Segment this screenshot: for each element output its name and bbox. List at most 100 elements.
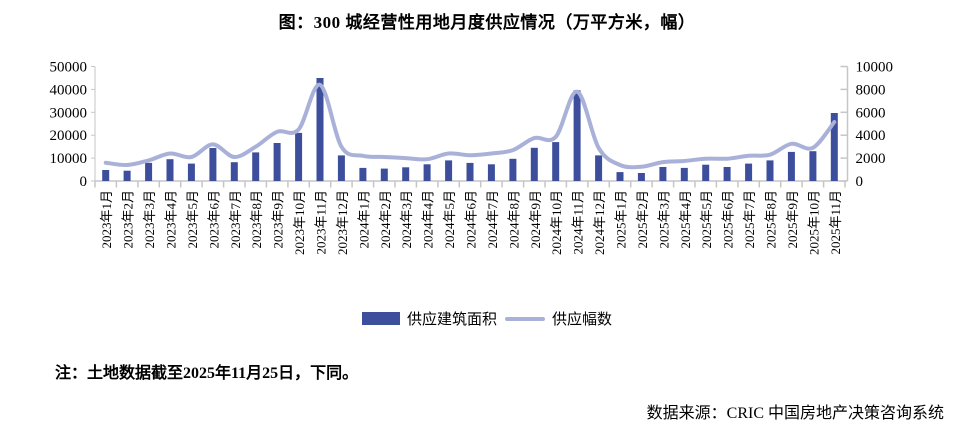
bar <box>252 152 260 181</box>
line-series-swatch <box>505 316 545 321</box>
category-label: 2025年11月 <box>828 190 843 255</box>
bar <box>809 151 817 181</box>
bar <box>380 168 388 181</box>
bar <box>123 170 131 181</box>
bar <box>187 163 195 181</box>
right-axis-tick-label: 8000 <box>856 82 886 98</box>
category-label: 2025年7月 <box>742 190 757 249</box>
category-label: 2024年9月 <box>528 190 543 249</box>
right-axis-tick-label: 10000 <box>856 60 894 76</box>
left-axis-tick-label: 50000 <box>50 60 88 76</box>
category-label: 2023年11月 <box>314 190 329 255</box>
category-label: 2023年1月 <box>99 190 114 249</box>
bar <box>659 167 667 181</box>
bar <box>595 155 603 181</box>
right-axis-tick-label: 2000 <box>856 151 886 167</box>
category-label: 2024年4月 <box>421 190 436 249</box>
bar-series-swatch <box>361 312 400 325</box>
category-labels: 2023年1月 2023年2月 2023年3月 2023年4月 2023年5月 2023年… <box>99 190 843 255</box>
category-label: 2025年4月 <box>678 190 693 249</box>
category-label: 2025年9月 <box>785 190 800 249</box>
category-label: 2023年5月 <box>185 190 200 249</box>
category-label: 2025年3月 <box>656 190 671 249</box>
category-label: 2025年5月 <box>699 190 714 249</box>
bar <box>423 164 431 181</box>
bar <box>745 163 753 181</box>
bar <box>509 158 517 181</box>
bar <box>487 164 495 181</box>
category-label: 2023年4月 <box>164 190 179 249</box>
bar <box>316 78 324 182</box>
bar <box>230 162 238 181</box>
category-label: 2023年12月 <box>335 190 350 255</box>
category-label: 2023年3月 <box>142 190 157 249</box>
right-axis-tick-label: 6000 <box>856 105 886 121</box>
bar-series <box>102 78 838 182</box>
category-label: 2023年2月 <box>121 190 136 249</box>
category-label: 2024年10月 <box>549 190 564 255</box>
category-label: 2025年6月 <box>721 190 736 249</box>
right-axis: 0 2000 4000 6000 8000 10000 <box>840 60 894 190</box>
category-label: 2024年5月 <box>442 190 457 249</box>
category-label: 2024年6月 <box>464 190 479 249</box>
footnote: 注：土地数据截至2025年11月25日，下同。 <box>55 365 359 382</box>
left-axis-tick-label: 30000 <box>50 105 88 121</box>
bar <box>616 172 624 181</box>
category-label: 2025年10月 <box>806 190 821 255</box>
legend-label-supply-plots: 供应幅数 <box>552 312 613 328</box>
bar <box>145 162 153 181</box>
bar <box>573 90 581 181</box>
supply-chart: 0 10000 20000 30000 40000 50000 0 2000 4000 6000 8… <box>50 60 894 256</box>
bar <box>680 167 688 181</box>
category-label: 2023年7月 <box>228 190 243 249</box>
category-label: 2024年8月 <box>506 190 521 249</box>
bar <box>787 151 795 181</box>
bar <box>102 170 110 181</box>
left-axis-tick-label: 0 <box>80 174 88 190</box>
category-label: 2024年12月 <box>592 190 607 255</box>
bar <box>723 167 731 181</box>
left-axis-tick-label: 20000 <box>50 128 88 144</box>
bar <box>637 173 645 181</box>
bar <box>702 164 710 181</box>
bar <box>209 148 217 181</box>
left-axis-tick-label: 10000 <box>50 151 88 167</box>
bar <box>466 162 474 181</box>
category-label: 2023年6月 <box>206 190 221 249</box>
category-label: 2024年3月 <box>399 190 414 249</box>
category-label: 2025年2月 <box>635 190 650 249</box>
bar <box>295 132 303 181</box>
category-label: 2023年9月 <box>271 190 286 249</box>
category-label: 2024年11月 <box>571 190 586 255</box>
category-label: 2025年8月 <box>764 190 779 249</box>
left-axis: 0 10000 20000 30000 40000 50000 <box>50 60 96 190</box>
right-axis-tick-label: 0 <box>856 174 864 190</box>
legend-item-supply-plots: 供应幅数 <box>505 308 612 329</box>
bar <box>166 159 174 181</box>
bar <box>445 160 453 181</box>
category-label: 2023年10月 <box>292 190 307 255</box>
category-axis <box>94 180 848 188</box>
bar <box>552 142 560 181</box>
legend-label-supply-area: 供应建筑面积 <box>406 312 497 328</box>
category-label: 2024年1月 <box>356 190 371 249</box>
category-label: 2024年2月 <box>378 190 393 249</box>
legend-item-supply-area: 供应建筑面积 <box>361 308 497 329</box>
bar <box>766 160 774 181</box>
chart-title: 图：300 城经营性用地月度供应情况（万平方米，幅） <box>278 13 696 32</box>
category-label: 2023年8月 <box>249 190 264 249</box>
left-axis-tick-label: 40000 <box>50 82 88 98</box>
right-axis-tick-label: 4000 <box>856 128 886 144</box>
bar <box>530 147 538 181</box>
bar <box>337 155 345 181</box>
category-label: 2025年1月 <box>614 190 629 249</box>
data-source: 数据来源：CRIC 中国房地产决策咨询系统 <box>646 405 944 422</box>
bar <box>273 143 281 181</box>
bar <box>402 167 410 181</box>
bar <box>830 113 838 181</box>
category-label: 2024年7月 <box>485 190 500 249</box>
legend: 供应建筑面积 供应幅数 <box>0 308 974 329</box>
bar <box>359 167 367 181</box>
line-series <box>103 82 837 170</box>
